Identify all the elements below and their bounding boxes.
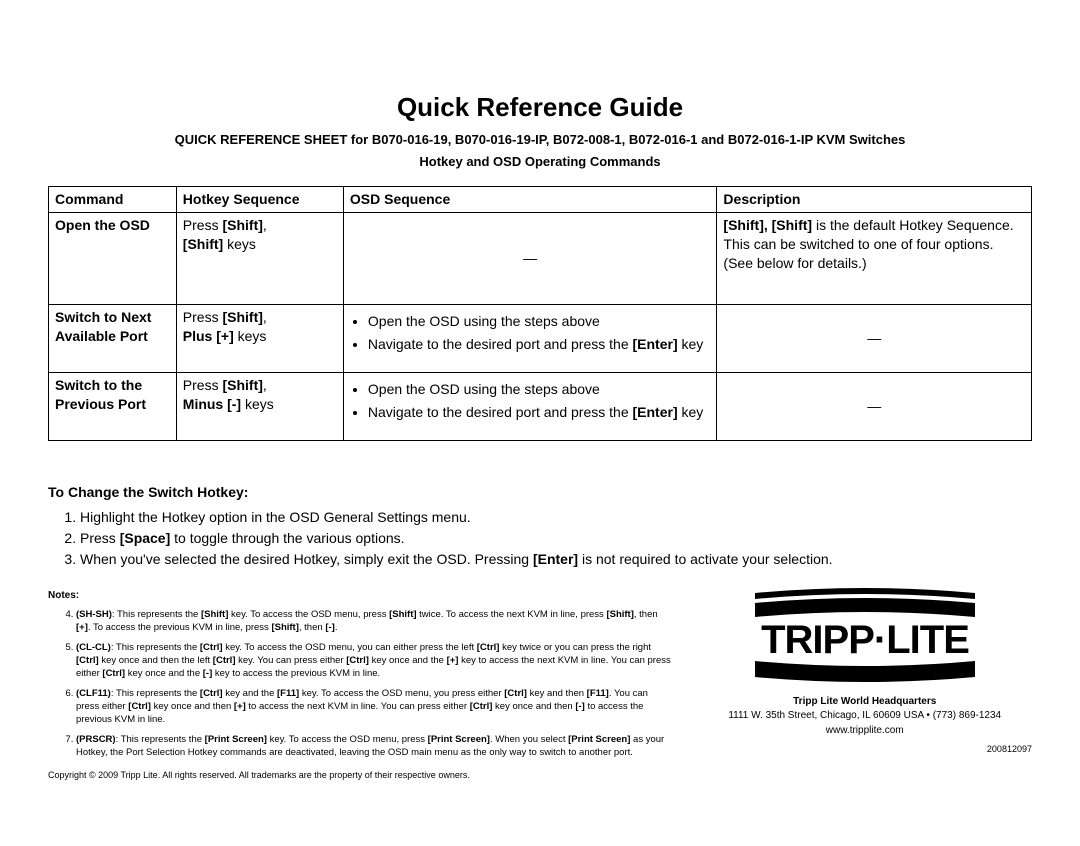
note-item: (CLF11): This represents the [Ctrl] key … [76, 687, 673, 727]
subhead: Hotkey and OSD Operating Commands [48, 153, 1032, 171]
th-osd: OSD Sequence [343, 187, 717, 213]
hotkey-text: Press [183, 309, 223, 325]
hotkey-text: Press [183, 217, 223, 233]
desc-dash: — [717, 373, 1032, 441]
th-hotkey: Hotkey Sequence [176, 187, 343, 213]
table-row: Switch to Next Available Port Press [Shi… [49, 305, 1032, 373]
desc-dash: — [717, 305, 1032, 373]
th-desc: Description [717, 187, 1032, 213]
page-title: Quick Reference Guide [48, 90, 1032, 125]
hotkey-key: Minus [-] [183, 396, 241, 412]
notes-title: Notes: [48, 589, 673, 603]
tripplite-logo: TRIPP·LITE [697, 587, 1032, 687]
step: Highlight the Hotkey option in the OSD G… [80, 508, 1032, 527]
hotkey-text: Press [183, 377, 223, 393]
step: When you've selected the desired Hotkey,… [80, 550, 1032, 569]
hotkey-key: [Shift] [222, 309, 262, 325]
step: Press [Space] to toggle through the vari… [80, 529, 1032, 548]
hotkey-text: keys [223, 236, 256, 252]
osd-step: Open the OSD using the steps above [368, 312, 711, 331]
subtitle: QUICK REFERENCE SHEET for B070-016-19, B… [48, 131, 1032, 149]
cmd-label: Switch to the Previous Port [55, 377, 146, 412]
hotkey-text: , [263, 309, 267, 325]
osd-step: Navigate to the desired port and press t… [368, 335, 711, 354]
th-command: Command [49, 187, 177, 213]
osd-step: Open the OSD using the steps above [368, 380, 711, 399]
svg-text:TRIPP·LITE: TRIPP·LITE [761, 618, 969, 662]
copyright: Copyright © 2009 Tripp Lite. All rights … [48, 769, 673, 781]
table-row: Open the OSD Press [Shift], [Shift] keys… [49, 213, 1032, 305]
doc-number: 200812097 [697, 743, 1032, 755]
hotkey-key: Plus [+] [183, 328, 234, 344]
commands-table: Command Hotkey Sequence OSD Sequence Des… [48, 186, 1032, 441]
desc-bold: [Shift], [Shift] [723, 217, 812, 233]
logo-url: www.tripplite.com [697, 724, 1032, 738]
logo-hq: Tripp Lite World Headquarters [697, 695, 1032, 709]
osd-dash: — [343, 213, 717, 305]
hotkey-key: [Shift] [222, 217, 262, 233]
hotkey-text: keys [234, 328, 267, 344]
osd-step: Navigate to the desired port and press t… [368, 403, 711, 422]
note-item: (PRSCR): This represents the [Print Scre… [76, 733, 673, 760]
change-hotkey-title: To Change the Switch Hotkey: [48, 483, 1032, 502]
notes-list: (SH-SH): This represents the [Shift] key… [54, 608, 673, 759]
hotkey-text: , [263, 217, 267, 233]
hotkey-key: [Shift] [183, 236, 223, 252]
hotkey-text: , [263, 377, 267, 393]
cmd-label: Switch to Next Available Port [55, 309, 151, 344]
hotkey-text: keys [241, 396, 274, 412]
logo-address: 1111 W. 35th Street, Chicago, IL 60609 U… [697, 709, 1032, 723]
cmd-label: Open the OSD [55, 217, 150, 233]
change-hotkey-steps: Highlight the Hotkey option in the OSD G… [62, 508, 1032, 569]
table-row: Switch to the Previous Port Press [Shift… [49, 373, 1032, 441]
hotkey-key: [Shift] [222, 377, 262, 393]
note-item: (CL-CL): This represents the [Ctrl] key.… [76, 641, 673, 681]
note-item: (SH-SH): This represents the [Shift] key… [76, 608, 673, 635]
